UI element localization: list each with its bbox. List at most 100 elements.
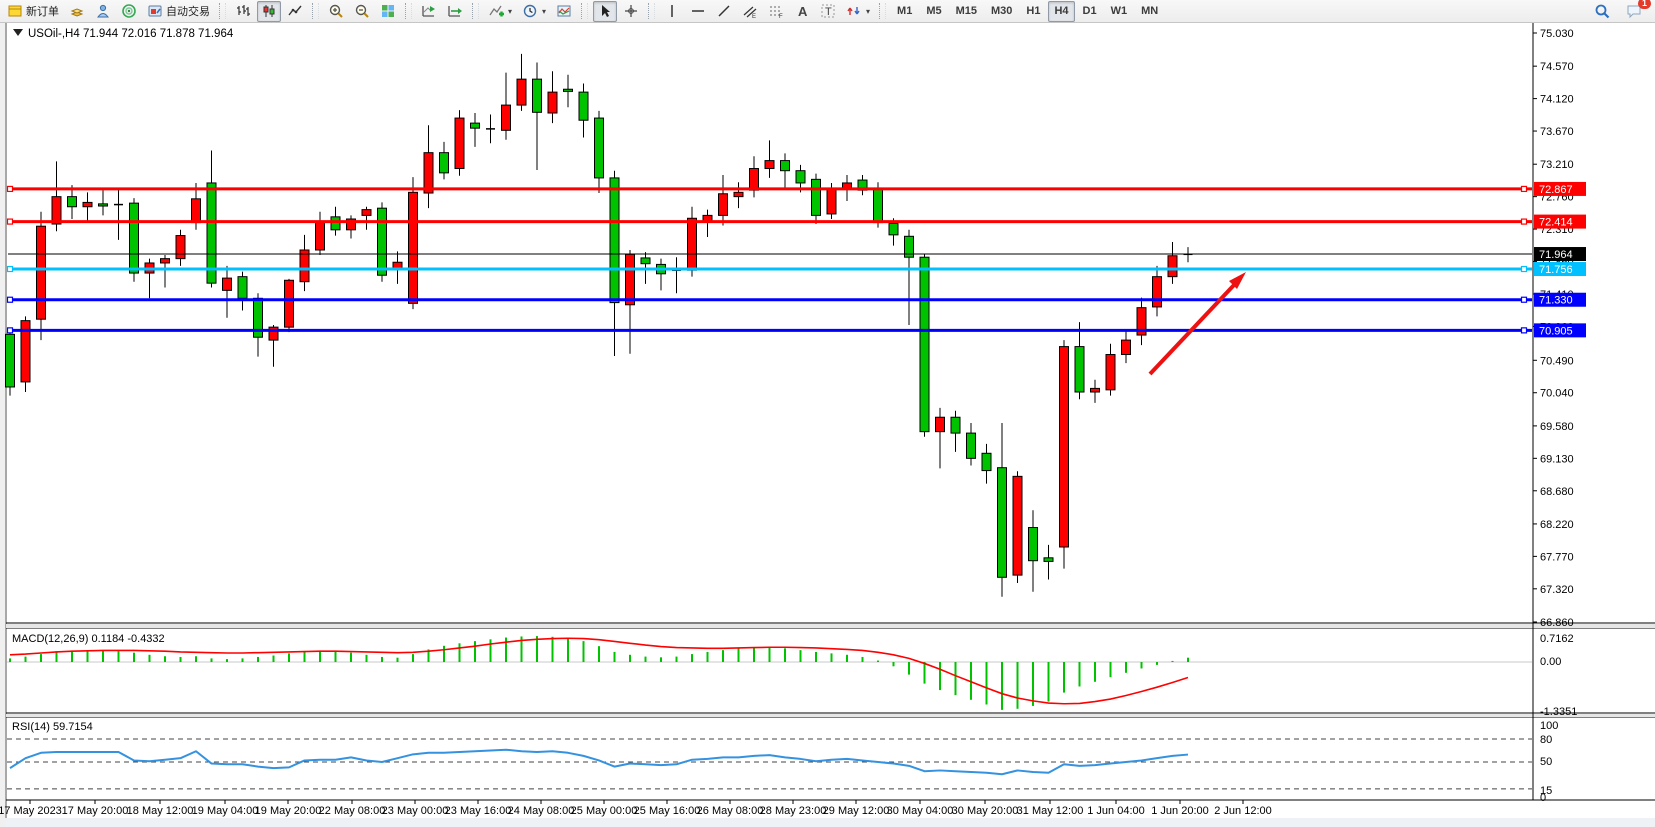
one-click-trading-arrow[interactable]	[13, 29, 23, 36]
notification-badge: 1	[1637, 0, 1651, 9]
svg-text:66.860: 66.860	[1540, 617, 1574, 629]
search-button[interactable]	[1590, 1, 1614, 22]
toolbar-group-chart-type	[228, 0, 310, 22]
toolbar-right: 1	[1589, 0, 1655, 22]
toolbar-group-timeframes: M1 M5 M15 M30 H1 H4 D1 W1 MN	[888, 0, 1167, 22]
channel-button[interactable]: E	[738, 1, 762, 22]
periods-button[interactable]: ▾	[518, 1, 550, 22]
price-badge	[1534, 214, 1586, 229]
buy-arrow-head[interactable]	[1229, 272, 1246, 289]
line-handle[interactable]	[1520, 218, 1528, 225]
toolbar-group-pointer	[590, 0, 646, 22]
svg-text:25 May 16:00: 25 May 16:00	[634, 805, 701, 817]
svg-text:70.040: 70.040	[1540, 388, 1574, 400]
zoom-in-button[interactable]	[324, 1, 348, 22]
resistance-line-1[interactable]	[6, 185, 1533, 193]
svg-text:73.670: 73.670	[1540, 126, 1574, 138]
signal-button[interactable]	[117, 1, 141, 22]
current-price-badge	[1534, 247, 1586, 262]
fibonacci-button[interactable]: F	[764, 1, 788, 22]
line-handle[interactable]	[1520, 265, 1528, 273]
tf-m15-button[interactable]: M15	[955, 5, 978, 17]
svg-text:30 May 20:00: 30 May 20:00	[952, 805, 1019, 817]
svg-text:19 May 20:00: 19 May 20:00	[255, 805, 322, 817]
auto-trading-button[interactable]: 自动交易	[143, 1, 214, 22]
buy-arrow-line[interactable]	[1148, 283, 1236, 376]
rsi-label: RSI(14) 59.7154	[12, 721, 93, 733]
svg-text:75.030: 75.030	[1540, 28, 1574, 40]
pane-splitter[interactable]	[6, 714, 1655, 717]
tf-m30-button[interactable]: M30	[991, 5, 1013, 17]
candles-layer	[5, 53, 1193, 597]
price-axis[interactable]: 75.03074.57074.12073.67073.21072.76072.3…	[1533, 28, 1586, 804]
macd-label: MACD(12,26,9) 0.1184 -0.4332	[12, 633, 165, 645]
svg-text:22 May 08:00: 22 May 08:00	[319, 805, 386, 817]
horizontal-line-button[interactable]	[686, 1, 710, 22]
macd-signal-line	[9, 637, 1189, 705]
toolbar-separator	[219, 3, 226, 19]
svg-text:71.330: 71.330	[1539, 295, 1573, 307]
svg-text:74.570: 74.570	[1540, 61, 1574, 73]
market-watch-button[interactable]	[91, 1, 115, 22]
tf-w1-button[interactable]: W1	[1110, 5, 1128, 17]
text-label-button[interactable]: T	[816, 1, 840, 22]
support-line-1[interactable]	[6, 265, 1533, 273]
line-chart-button[interactable]	[283, 1, 307, 22]
tf-d1-button[interactable]: D1	[1082, 5, 1097, 17]
pane-splitter[interactable]	[6, 624, 1655, 628]
indicators-button[interactable]: ▾	[484, 1, 516, 22]
price-badge	[1534, 323, 1586, 338]
chart-stack-button[interactable]	[65, 1, 89, 22]
toolbar-group-draw: E F A T ▾	[657, 0, 877, 22]
tf-m1-button[interactable]: M1	[897, 5, 913, 17]
zoom-out-button[interactable]	[350, 1, 374, 22]
toolbar-separator	[472, 3, 479, 19]
svg-text:73.210: 73.210	[1540, 159, 1574, 171]
support-line-3[interactable]	[6, 327, 1533, 334]
candlestick-chart-button[interactable]	[257, 0, 281, 22]
chart-background[interactable]	[0, 22, 1655, 827]
main-toolbar: 新订单 自动交易 ▾ ▾ E F A T ▾ M1 M5 M15 M30 H1 H4 D1 W1 MN 1	[0, 0, 1655, 23]
line-handle[interactable]	[6, 296, 14, 303]
line-handle[interactable]	[1520, 185, 1528, 193]
horizontal-lines-layer[interactable]	[6, 185, 1533, 334]
support-line-2[interactable]	[6, 296, 1533, 303]
chart-shift-button[interactable]	[443, 1, 467, 22]
line-handle[interactable]	[6, 185, 14, 193]
line-handle[interactable]	[6, 327, 14, 334]
auto-scroll-button[interactable]	[417, 1, 441, 22]
text-button[interactable]: A	[790, 1, 814, 22]
svg-text:17 May 2023: 17 May 2023	[0, 805, 62, 817]
tf-h1-button[interactable]: H1	[1026, 5, 1041, 17]
bar-chart-button[interactable]	[231, 1, 255, 22]
vertical-line-button[interactable]	[660, 1, 684, 22]
new-order-button[interactable]: 新订单	[3, 1, 63, 22]
line-handle[interactable]	[1520, 327, 1528, 334]
tf-mn-button[interactable]: MN	[1141, 5, 1159, 17]
cursor-button[interactable]	[593, 0, 618, 22]
crosshair-button[interactable]	[619, 1, 643, 22]
svg-text:23 May 16:00: 23 May 16:00	[445, 805, 512, 817]
line-handle[interactable]	[1520, 296, 1528, 303]
svg-text:-1.3351: -1.3351	[1540, 706, 1577, 718]
svg-text:31 May 12:00: 31 May 12:00	[1017, 805, 1084, 817]
svg-text:29 May 12:00: 29 May 12:00	[823, 805, 890, 817]
svg-text:F: F	[779, 14, 783, 19]
resistance-line-2[interactable]	[6, 218, 1533, 225]
line-handle[interactable]	[6, 265, 14, 273]
arrows-button[interactable]: ▾	[842, 1, 874, 22]
line-handle[interactable]	[6, 218, 14, 225]
tile-windows-button[interactable]	[376, 1, 400, 22]
tf-h4-button[interactable]: H4	[1048, 0, 1075, 22]
notifications-button[interactable]: 1	[1622, 0, 1651, 22]
trend-arrow[interactable]	[1148, 272, 1246, 376]
tf-m5-button[interactable]: M5	[926, 5, 942, 17]
trendline-button[interactable]	[712, 1, 736, 22]
svg-text:67.770: 67.770	[1540, 551, 1574, 563]
svg-text:1 Jun 04:00: 1 Jun 04:00	[1087, 805, 1145, 817]
svg-text:100: 100	[1540, 720, 1558, 732]
templates-button[interactable]	[552, 1, 576, 22]
symbol-ohlc-readout: USOil-,H4 71.944 72.016 71.878 71.964	[28, 28, 234, 40]
